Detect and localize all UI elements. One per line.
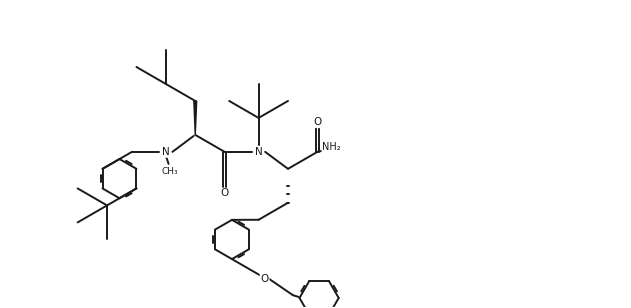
- Text: O: O: [220, 188, 229, 198]
- Polygon shape: [194, 101, 197, 135]
- Text: N: N: [162, 147, 170, 157]
- Text: CH₃: CH₃: [162, 167, 178, 176]
- Text: O: O: [261, 274, 269, 284]
- Text: O: O: [313, 117, 322, 127]
- Text: NH₂: NH₂: [322, 143, 341, 152]
- Text: N: N: [255, 147, 262, 157]
